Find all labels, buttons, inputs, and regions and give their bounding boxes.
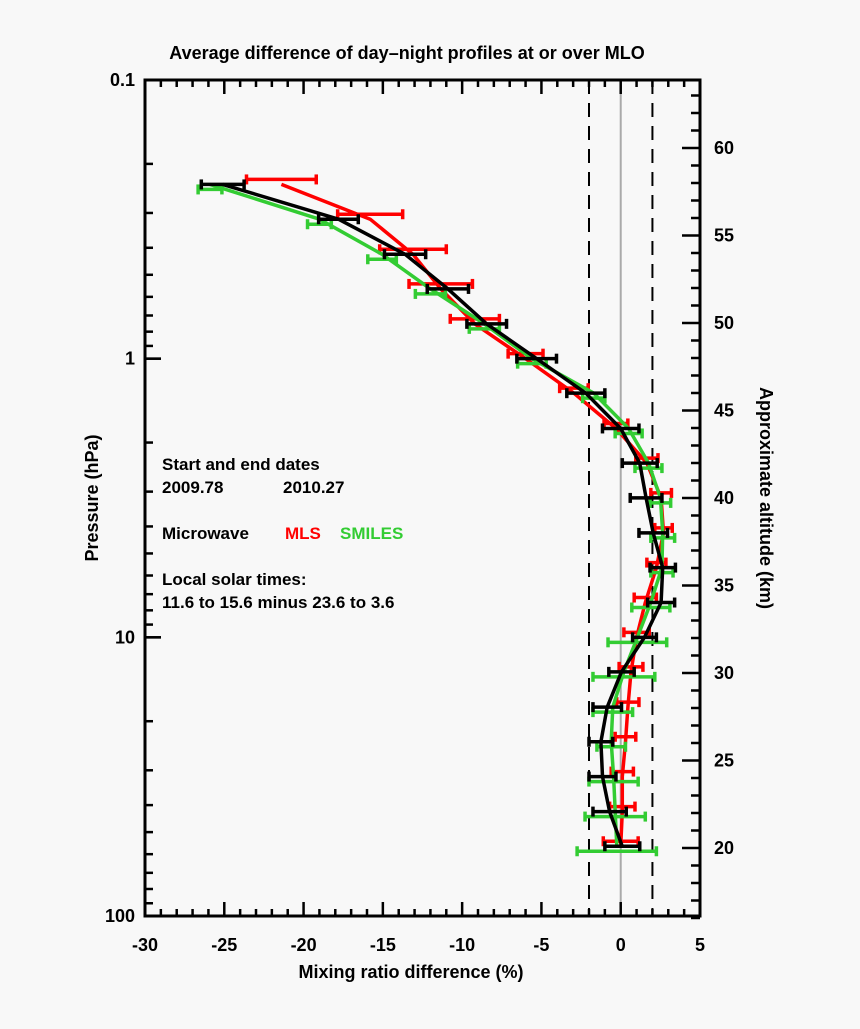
y2-tick-label: 20 — [714, 838, 734, 858]
series-line — [222, 182, 665, 847]
error-bar — [620, 458, 659, 469]
times-heading: Local solar times: — [162, 570, 307, 589]
error-bar — [244, 174, 319, 185]
y2-tick-label: 60 — [714, 138, 734, 158]
x-tick-label: -25 — [211, 935, 237, 955]
y2-axis-label: Approximate altitude (km) — [756, 387, 776, 609]
x-tick-label: -30 — [132, 935, 158, 955]
x-tick-label: -5 — [533, 935, 549, 955]
y-tick-label: 10 — [115, 627, 135, 647]
plot-frame — [143, 78, 702, 918]
dates-heading: Start and end dates — [162, 455, 320, 474]
error-bar — [648, 562, 678, 573]
x-tick-label: -20 — [291, 935, 317, 955]
y-tick-label: 0.1 — [110, 70, 135, 90]
error-bar — [515, 353, 559, 364]
error-bar — [613, 731, 638, 742]
y2-tick-label: 40 — [714, 488, 734, 508]
y2-tick-label: 30 — [714, 663, 734, 683]
error-bar — [630, 632, 659, 643]
legend-mls: MLS — [285, 524, 321, 543]
error-bar — [637, 527, 670, 538]
error-bar — [591, 806, 629, 817]
series-2 — [199, 179, 678, 852]
x-tick-label: 5 — [695, 935, 705, 955]
start-date: 2009.78 — [162, 478, 223, 497]
error-bar — [645, 597, 677, 608]
y-tick-label: 1 — [125, 349, 135, 369]
instrument-prefix: Microwave — [162, 524, 249, 543]
error-bar — [600, 423, 641, 434]
end-date: 2010.27 — [283, 478, 344, 497]
chart-title: Average difference of day–night profiles… — [169, 43, 644, 63]
error-bar — [425, 283, 471, 294]
times-value: 11.6 to 15.6 minus 23.6 to 3.6 — [162, 593, 394, 612]
legend: Start and end dates 2009.78 2010.27 Micr… — [162, 455, 403, 612]
error-bar — [565, 388, 607, 399]
x-tick-label: -15 — [370, 935, 396, 955]
x-tick-label: 0 — [616, 935, 626, 955]
plot-area — [196, 80, 678, 916]
error-bar — [607, 666, 636, 677]
error-bar — [603, 841, 642, 852]
y-tick-label: 100 — [105, 906, 135, 926]
error-bar — [591, 671, 657, 682]
error-bar — [465, 318, 509, 329]
y2-tick-label: 45 — [714, 401, 734, 421]
y2-tick-label: 35 — [714, 576, 734, 596]
error-bar — [628, 492, 664, 503]
legend-smiles: SMILES — [340, 524, 403, 543]
error-bar — [199, 179, 246, 190]
error-bar — [587, 771, 618, 782]
x-tick-label: -10 — [449, 935, 475, 955]
y2-tick-label: 55 — [714, 226, 734, 246]
error-bar — [382, 249, 428, 260]
y2-tick-label: 50 — [714, 313, 734, 333]
x-axis-label: Mixing ratio difference (%) — [298, 962, 523, 982]
y2-tick-label: 25 — [714, 751, 734, 771]
error-bar — [591, 702, 624, 713]
error-bar — [587, 736, 615, 747]
error-bar — [316, 214, 361, 225]
axes: -30 -25 -20 -15 -10 -5 0 5 0.1 1 10 100 20 25 30 35 40 45… — [105, 70, 734, 955]
error-bar — [583, 811, 648, 822]
error-bar — [575, 846, 659, 857]
y-axis-label: Pressure (hPa) — [82, 434, 102, 561]
